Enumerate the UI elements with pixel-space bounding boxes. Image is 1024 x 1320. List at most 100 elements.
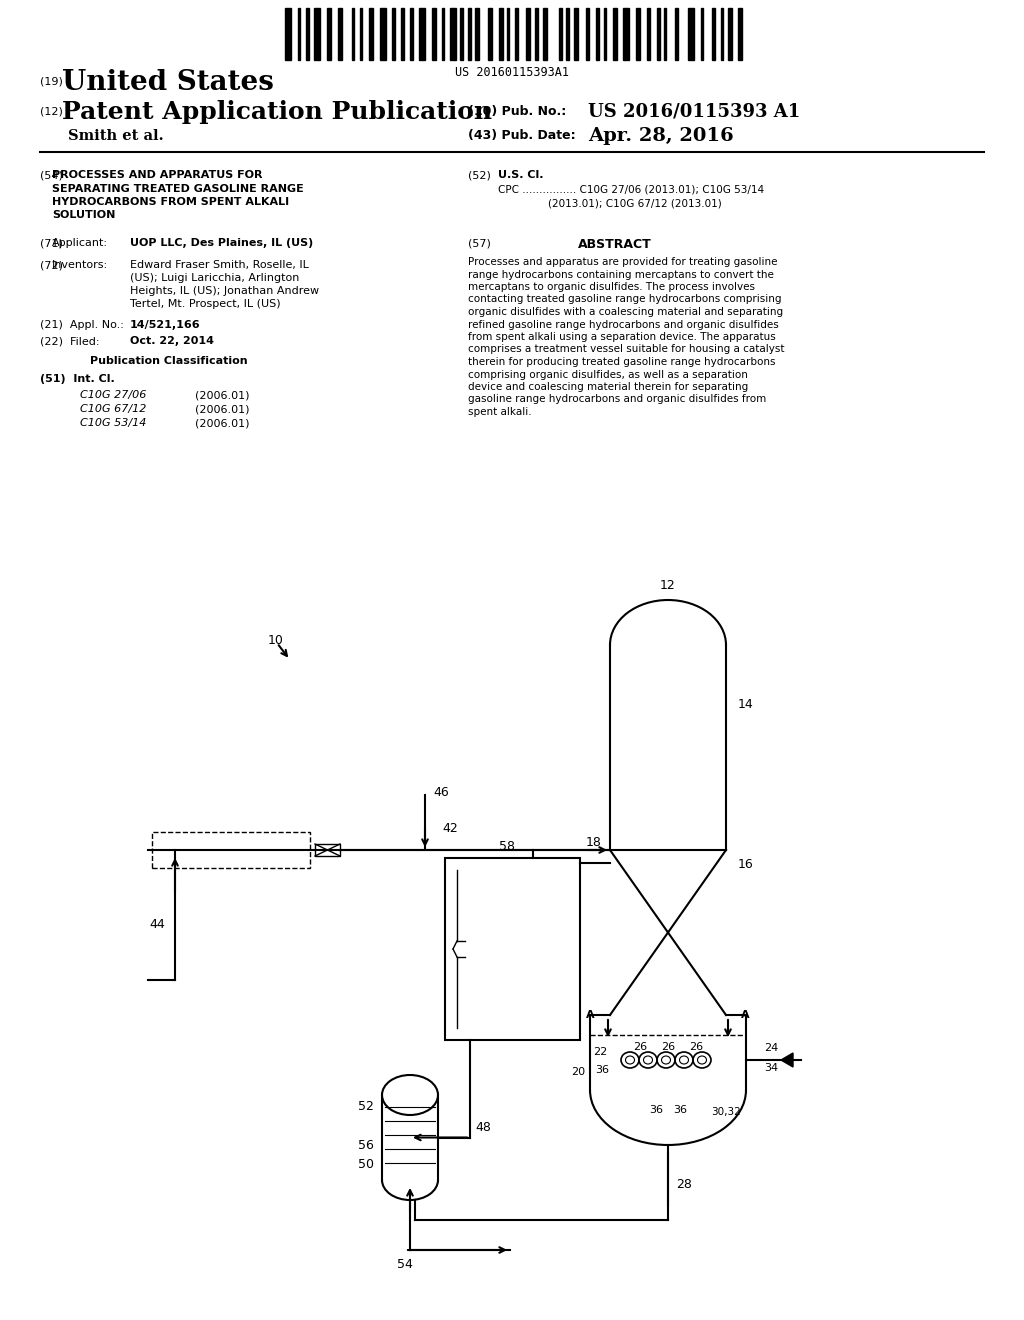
Text: (71): (71) — [40, 238, 62, 248]
Text: Apr. 28, 2016: Apr. 28, 2016 — [588, 127, 734, 145]
Bar — [419, 8, 425, 59]
Bar — [664, 8, 666, 59]
Text: (21)  Appl. No.:: (21) Appl. No.: — [40, 319, 124, 330]
Text: (19): (19) — [40, 77, 62, 87]
Text: 28: 28 — [676, 1179, 692, 1192]
Text: Publication Classification: Publication Classification — [90, 356, 248, 366]
Text: (2006.01): (2006.01) — [195, 418, 250, 428]
Bar — [445, 858, 580, 1040]
Text: Processes and apparatus are provided for treating gasoline: Processes and apparatus are provided for… — [468, 257, 777, 267]
Bar — [515, 8, 518, 59]
Text: 52: 52 — [358, 1101, 374, 1114]
Text: 10: 10 — [268, 634, 284, 647]
Text: ABSTRACT: ABSTRACT — [578, 238, 651, 251]
Text: HYDROCARBONS FROM SPENT ALKALI: HYDROCARBONS FROM SPENT ALKALI — [52, 197, 289, 207]
Text: (43) Pub. Date:: (43) Pub. Date: — [468, 129, 575, 143]
Bar — [657, 8, 660, 59]
Text: US 20160115393A1: US 20160115393A1 — [455, 66, 569, 78]
Text: PROCESSES AND APPARATUS FOR: PROCESSES AND APPARATUS FOR — [52, 170, 262, 180]
Text: (51)  Int. Cl.: (51) Int. Cl. — [40, 374, 115, 384]
Bar — [352, 8, 354, 59]
Text: US 2016/0115393 A1: US 2016/0115393 A1 — [588, 103, 800, 121]
Bar — [507, 8, 509, 59]
Text: UOP LLC, Des Plaines, IL (US): UOP LLC, Des Plaines, IL (US) — [130, 238, 313, 248]
Polygon shape — [781, 1053, 793, 1067]
Text: Tertel, Mt. Prospect, IL (US): Tertel, Mt. Prospect, IL (US) — [130, 300, 281, 309]
Text: Inventors:: Inventors: — [52, 260, 109, 271]
Bar — [432, 8, 436, 59]
Bar — [701, 8, 703, 59]
Text: spent alkali.: spent alkali. — [468, 407, 531, 417]
Text: (54): (54) — [40, 170, 62, 180]
Text: 24: 24 — [764, 1043, 778, 1053]
Bar — [450, 8, 456, 59]
Bar — [613, 8, 617, 59]
Bar — [647, 8, 650, 59]
Text: (52): (52) — [468, 170, 490, 180]
Bar — [675, 8, 678, 59]
Bar — [285, 8, 291, 59]
Text: Heights, IL (US); Jonathan Andrew: Heights, IL (US); Jonathan Andrew — [130, 286, 319, 296]
Bar — [499, 8, 503, 59]
Text: 12: 12 — [660, 579, 676, 591]
Bar — [636, 8, 640, 59]
Text: (2006.01): (2006.01) — [195, 389, 250, 400]
Bar — [728, 8, 732, 59]
Text: gasoline range hydrocarbons and organic disulfides from: gasoline range hydrocarbons and organic … — [468, 395, 766, 404]
Bar — [721, 8, 723, 59]
Text: mercaptans to organic disulfides. The process involves: mercaptans to organic disulfides. The pr… — [468, 282, 755, 292]
Bar — [604, 8, 606, 59]
Text: 36: 36 — [673, 1105, 687, 1115]
Bar — [460, 8, 463, 59]
Bar — [535, 8, 538, 59]
Text: organic disulfides with a coalescing material and separating: organic disulfides with a coalescing mat… — [468, 308, 783, 317]
Text: 14/521,166: 14/521,166 — [130, 319, 201, 330]
Text: United States: United States — [62, 69, 273, 95]
Bar — [488, 8, 492, 59]
Text: contacting treated gasoline range hydrocarbons comprising: contacting treated gasoline range hydroc… — [468, 294, 781, 305]
Text: CPC ................ C10G 27/06 (2013.01); C10G 53/14: CPC ................ C10G 27/06 (2013.01… — [498, 185, 764, 195]
Text: 58: 58 — [500, 840, 515, 853]
Text: Smith et al.: Smith et al. — [68, 129, 164, 143]
Text: (10) Pub. No.:: (10) Pub. No.: — [468, 106, 566, 119]
Text: A: A — [587, 1010, 595, 1020]
Bar — [410, 8, 413, 59]
Text: C10G 27/06: C10G 27/06 — [80, 389, 146, 400]
Text: device and coalescing material therein for separating: device and coalescing material therein f… — [468, 381, 749, 392]
Bar — [314, 8, 319, 59]
Text: (57): (57) — [468, 238, 490, 248]
Bar — [596, 8, 599, 59]
Bar — [526, 8, 530, 59]
Text: 44: 44 — [150, 919, 165, 932]
Bar — [738, 8, 742, 59]
Bar — [380, 8, 386, 59]
Text: 18: 18 — [586, 836, 602, 849]
Text: (2006.01): (2006.01) — [195, 404, 250, 414]
Bar — [298, 8, 300, 59]
Bar — [475, 8, 479, 59]
Text: 14: 14 — [738, 698, 754, 711]
Bar — [306, 8, 309, 59]
Bar — [401, 8, 404, 59]
Text: (US); Luigi Laricchia, Arlington: (US); Luigi Laricchia, Arlington — [130, 273, 299, 282]
Text: 34: 34 — [764, 1063, 778, 1073]
Bar — [468, 8, 471, 59]
Text: SEPARATING TREATED GASOLINE RANGE: SEPARATING TREATED GASOLINE RANGE — [52, 183, 304, 194]
Text: 36: 36 — [649, 1105, 663, 1115]
Bar — [442, 8, 444, 59]
Text: comprises a treatment vessel suitable for housing a catalyst: comprises a treatment vessel suitable fo… — [468, 345, 784, 355]
Text: C10G 67/12: C10G 67/12 — [80, 404, 146, 414]
Text: 26: 26 — [689, 1041, 703, 1052]
Text: SOLUTION: SOLUTION — [52, 210, 116, 220]
Text: C10G 53/14: C10G 53/14 — [80, 418, 146, 428]
Text: 48: 48 — [475, 1121, 490, 1134]
Text: Edward Fraser Smith, Roselle, IL: Edward Fraser Smith, Roselle, IL — [130, 260, 309, 271]
Bar — [559, 8, 562, 59]
Bar — [566, 8, 569, 59]
Text: 56: 56 — [358, 1139, 374, 1152]
Text: Oct. 22, 2014: Oct. 22, 2014 — [130, 337, 214, 346]
Bar — [586, 8, 589, 59]
Text: 22: 22 — [593, 1047, 607, 1057]
Text: comprising organic disulfides, as well as a separation: comprising organic disulfides, as well a… — [468, 370, 748, 380]
Text: (72): (72) — [40, 260, 63, 271]
